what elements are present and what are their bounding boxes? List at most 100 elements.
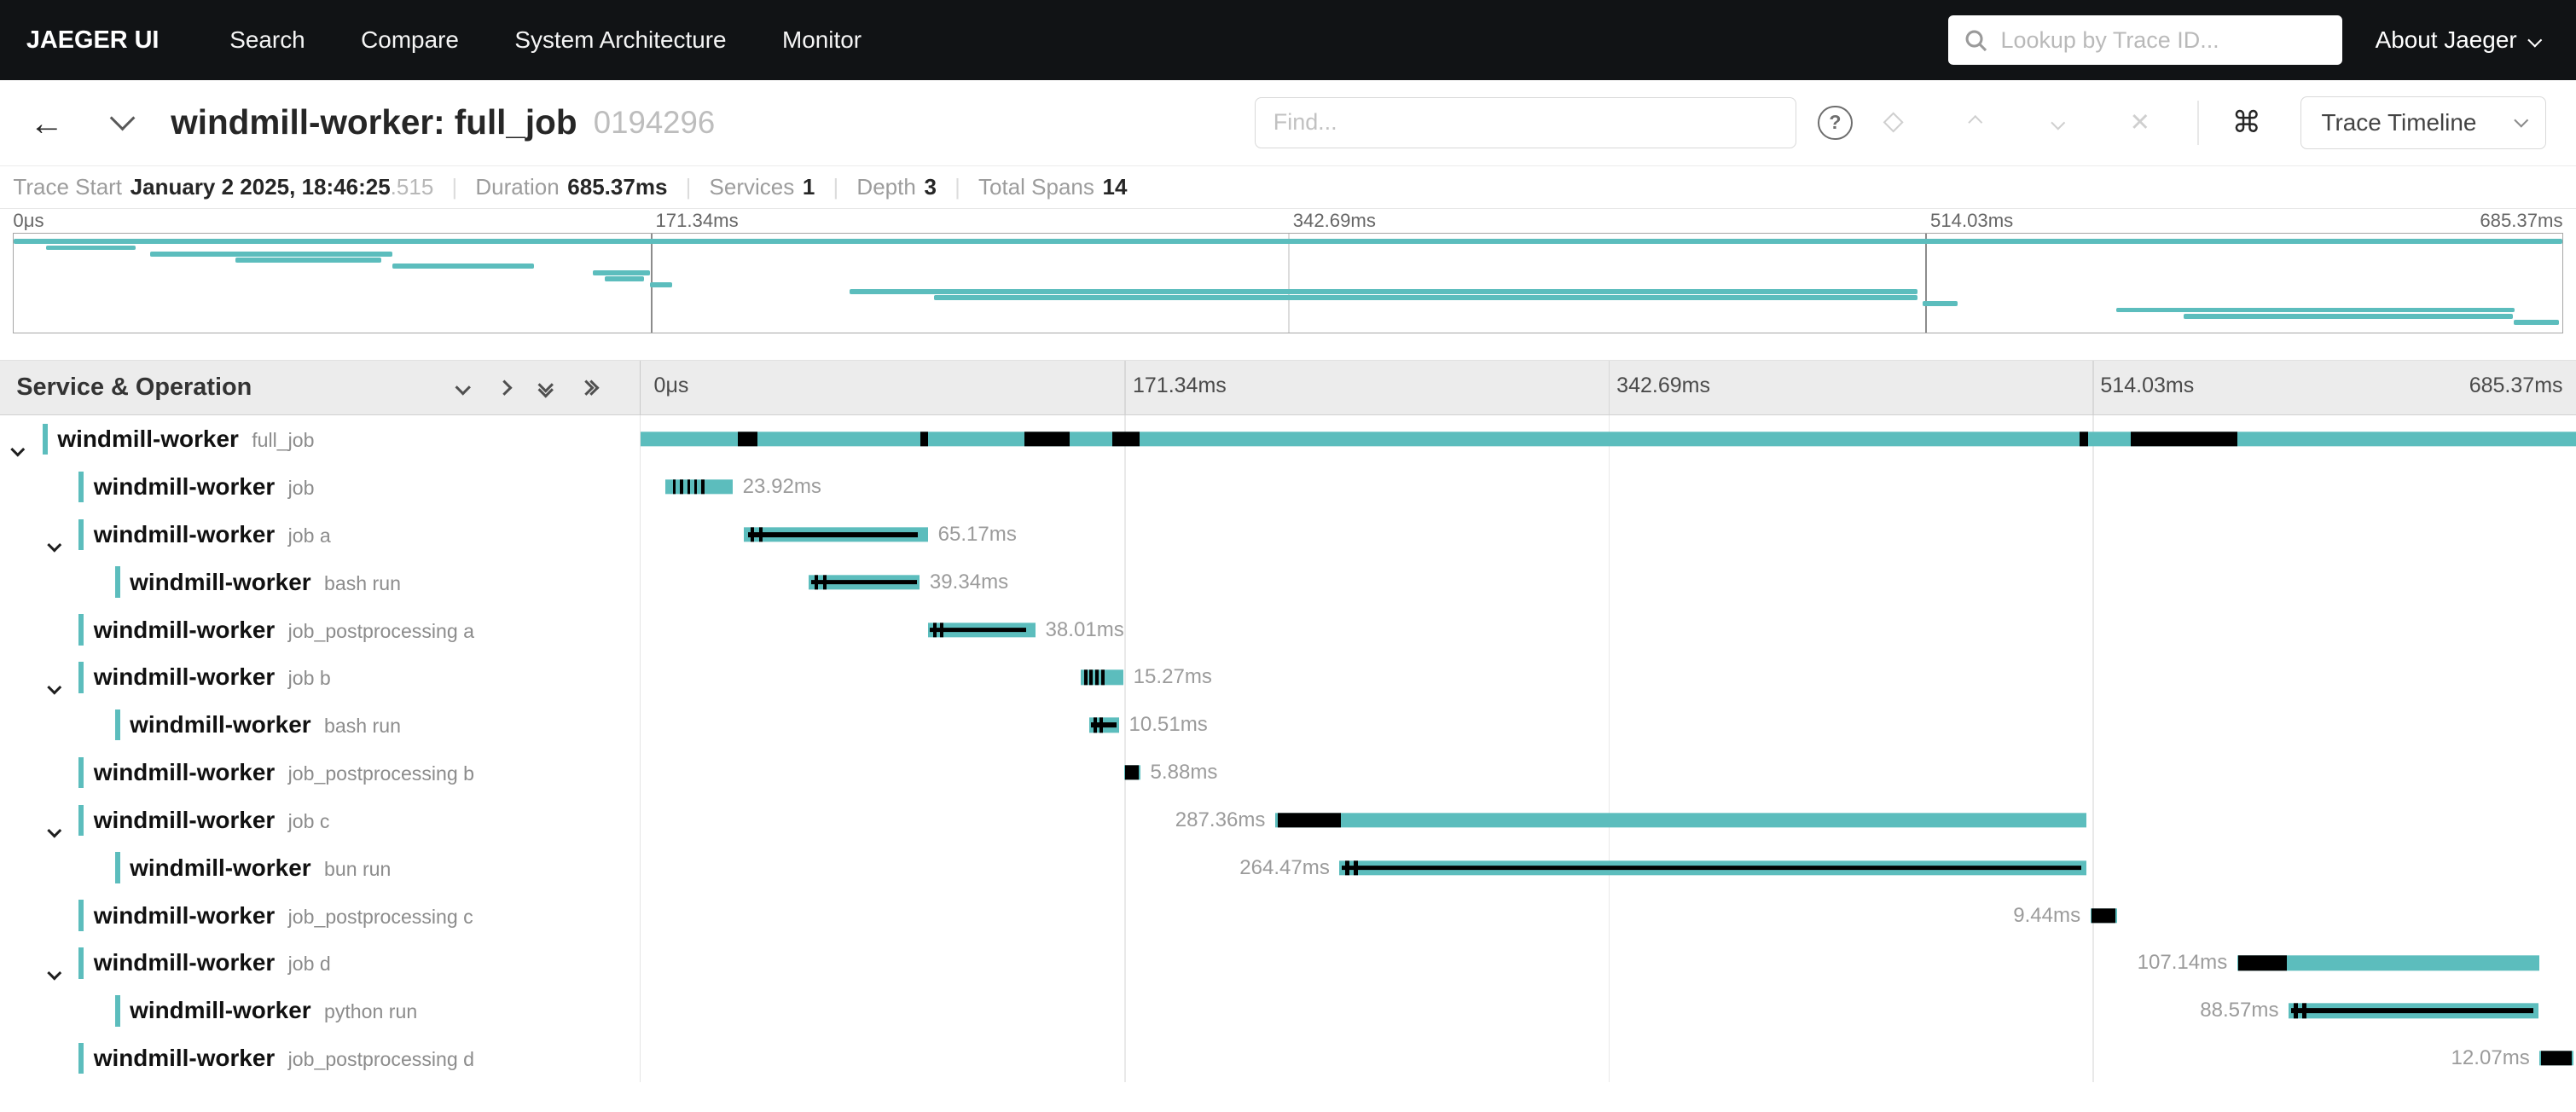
span-operation-name: bun run: [324, 858, 391, 881]
span-track[interactable]: 15.27ms: [641, 653, 2576, 701]
back-button[interactable]: ←: [30, 106, 64, 140]
span-service-name: windmill-worker: [130, 711, 310, 738]
log-marker: [1094, 718, 1097, 733]
duration-label: Duration: [475, 174, 559, 200]
span-label-cell[interactable]: windmill-workerjob: [0, 463, 641, 511]
minimap-canvas[interactable]: [13, 233, 2562, 333]
span-row[interactable]: windmill-workerjob a65.17ms: [0, 511, 2576, 559]
service-color-strip: [78, 900, 84, 931]
app-brand[interactable]: JAEGER UI: [26, 26, 160, 55]
log-marker: [1099, 718, 1103, 733]
span-row[interactable]: windmill-workerbash run10.51ms: [0, 701, 2576, 749]
about-jaeger-menu[interactable]: About Jaeger: [2376, 26, 2550, 54]
service-color-strip: [78, 757, 84, 789]
service-color-strip: [78, 662, 84, 693]
collapse-one-button[interactable]: [457, 382, 468, 393]
nav-item-search[interactable]: Search: [202, 0, 334, 80]
span-row[interactable]: windmill-workerjob_postprocessing a38.01…: [0, 606, 2576, 654]
log-marker: [930, 628, 1026, 633]
span-label-cell[interactable]: windmill-workerjob_postprocessing a: [0, 606, 641, 654]
span-bar[interactable]: [1275, 813, 2086, 827]
expand-all-button[interactable]: [581, 382, 597, 393]
nav-item-compare[interactable]: Compare: [333, 0, 486, 80]
expand-chevron[interactable]: [49, 954, 60, 985]
span-row[interactable]: windmill-workerjob b15.27ms: [0, 653, 2576, 701]
minimap-span: [2514, 320, 2559, 325]
collapse-trace-chevron[interactable]: [113, 109, 131, 127]
trace-id-search-box[interactable]: [1948, 15, 2342, 65]
expand-chevron[interactable]: [49, 525, 60, 556]
span-track[interactable]: 5.88ms: [641, 749, 2576, 796]
span-track[interactable]: 264.47ms: [641, 844, 2576, 892]
span-track[interactable]: 88.57ms: [641, 987, 2576, 1034]
expand-chevron[interactable]: [49, 811, 60, 842]
expand-chevron[interactable]: [13, 431, 23, 461]
clear-find-button[interactable]: ✕: [2099, 107, 2181, 137]
span-label-cell[interactable]: windmill-workerbun run: [0, 844, 641, 892]
span-track[interactable]: 12.07ms: [641, 1034, 2576, 1082]
minimap-scrubber-right[interactable]: [1925, 234, 1927, 332]
span-track[interactable]: 9.44ms: [641, 892, 2576, 940]
span-label-cell[interactable]: windmill-workerjob_postprocessing b: [0, 749, 641, 796]
log-marker: [823, 575, 827, 589]
timeline-tick: 171.34ms: [1133, 374, 1227, 398]
span-bar[interactable]: [641, 431, 2576, 446]
keyboard-shortcuts-button[interactable]: ⌘: [2215, 106, 2277, 140]
span-row[interactable]: windmill-workerfull_job: [0, 415, 2576, 463]
span-label-cell[interactable]: windmill-workerfull_job: [0, 415, 641, 463]
trace-title: windmill-worker: full_job: [171, 102, 577, 142]
timeline-header-row: Service & Operation 0μs 171.34ms 342.69m…: [0, 360, 2576, 415]
span-row[interactable]: windmill-workerjob c287.36ms: [0, 796, 2576, 844]
span-row[interactable]: windmill-workerpython run88.57ms: [0, 987, 2576, 1034]
expand-one-button[interactable]: [499, 382, 510, 393]
timeline-tick: 685.37ms: [2469, 374, 2563, 398]
span-row[interactable]: windmill-workerbun run264.47ms: [0, 844, 2576, 892]
span-track[interactable]: 107.14ms: [641, 939, 2576, 987]
span-label-cell[interactable]: windmill-workerpython run: [0, 987, 641, 1034]
span-label-cell[interactable]: windmill-workerbash run: [0, 559, 641, 606]
chevron-down-icon: [2528, 33, 2542, 47]
span-track[interactable]: 39.34ms: [641, 559, 2576, 606]
help-icon[interactable]: ?: [1818, 106, 1852, 140]
trace-summary-bar: Trace Start January 2 2025, 18:46:25 .51…: [0, 166, 2576, 209]
prev-match-button[interactable]: [1935, 118, 2016, 128]
span-row[interactable]: windmill-workerjob d107.14ms: [0, 939, 2576, 987]
timeline-tick: 514.03ms: [2100, 374, 2194, 398]
trace-view-select[interactable]: Trace Timeline: [2300, 96, 2546, 149]
span-track[interactable]: 23.92ms: [641, 463, 2576, 511]
nav-item-system-architecture[interactable]: System Architecture: [487, 0, 755, 80]
next-match-button[interactable]: [2016, 118, 2098, 128]
span-operation-name: bash run: [324, 572, 401, 595]
trace-id-search-input[interactable]: [2000, 27, 2325, 54]
span-label-cell[interactable]: windmill-workerjob_postprocessing c: [0, 892, 641, 940]
collapse-all-button[interactable]: [540, 379, 551, 396]
find-input[interactable]: [1255, 97, 1797, 148]
service-color-strip: [78, 947, 84, 979]
span-track[interactable]: 287.36ms: [641, 796, 2576, 844]
span-service-name: windmill-worker: [94, 902, 275, 930]
log-marker: [694, 479, 697, 494]
span-label-cell[interactable]: windmill-workerjob a: [0, 511, 641, 559]
span-label-cell[interactable]: windmill-workerjob d: [0, 939, 641, 987]
log-marker: [940, 623, 943, 637]
span-label-cell[interactable]: windmill-workerjob_postprocessing d: [0, 1034, 641, 1082]
chevron-down-icon: [47, 681, 61, 694]
span-label-cell[interactable]: windmill-workerjob b: [0, 653, 641, 701]
nav-item-monitor[interactable]: Monitor: [754, 0, 890, 80]
span-track[interactable]: 65.17ms: [641, 511, 2576, 559]
span-row[interactable]: windmill-workerjob23.92ms: [0, 463, 2576, 511]
expand-chevron[interactable]: [49, 669, 60, 699]
trace-header: ← windmill-worker: full_job 0194296 ? ✕ …: [0, 80, 2576, 165]
span-row[interactable]: windmill-workerjob_postprocessing d12.07…: [0, 1034, 2576, 1082]
span-track[interactable]: [641, 415, 2576, 463]
span-row[interactable]: windmill-workerbash run39.34ms: [0, 559, 2576, 606]
span-row[interactable]: windmill-workerjob_postprocessing c9.44m…: [0, 892, 2576, 940]
chevron-up-icon: [1969, 116, 1982, 130]
span-label-cell[interactable]: windmill-workerbash run: [0, 701, 641, 749]
focus-span-icon[interactable]: [1853, 115, 1935, 130]
span-label-text: windmill-workerjob_postprocessing c: [0, 902, 640, 930]
span-label-cell[interactable]: windmill-workerjob c: [0, 796, 641, 844]
span-track[interactable]: 10.51ms: [641, 701, 2576, 749]
span-track[interactable]: 38.01ms: [641, 606, 2576, 654]
span-row[interactable]: windmill-workerjob_postprocessing b5.88m…: [0, 749, 2576, 796]
